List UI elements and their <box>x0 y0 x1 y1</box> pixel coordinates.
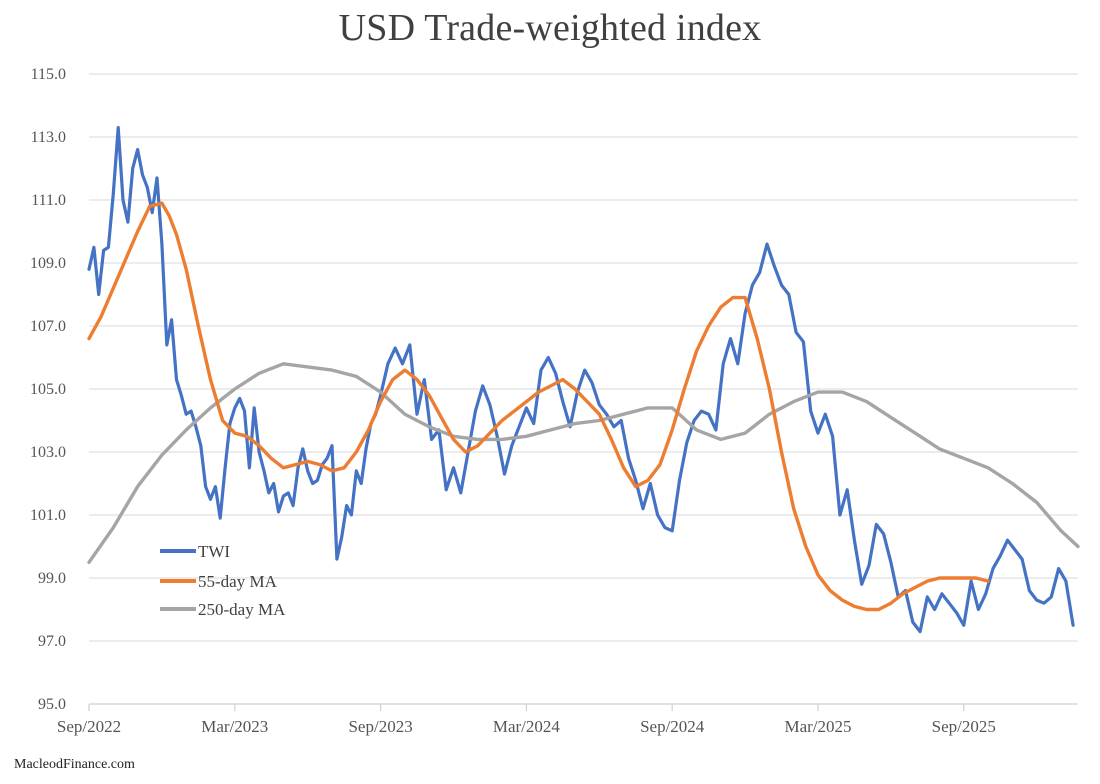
x-tick-label: Sep/2023 <box>348 717 412 736</box>
source-credit: MacleodFinance.com <box>14 757 135 772</box>
y-tick-label: 101.0 <box>30 507 66 524</box>
y-tick-label: 107.0 <box>30 318 66 335</box>
x-tick-label: Sep/2022 <box>57 717 121 736</box>
y-tick-label: 115.0 <box>31 66 66 83</box>
x-tick-label: Sep/2024 <box>640 717 705 736</box>
x-tick-label: Sep/2025 <box>932 717 996 736</box>
chart-title: USD Trade-weighted index <box>338 7 762 49</box>
legend-label-55-day-ma: 55-day MA <box>198 572 278 591</box>
y-tick-label: 95.0 <box>38 696 66 713</box>
y-tick-label: 105.0 <box>30 381 66 398</box>
series-lines <box>87 125 1080 634</box>
y-tick-label: 97.0 <box>38 633 66 650</box>
series-line-250-day-ma <box>87 362 1080 564</box>
legend-label-twi: TWI <box>198 542 230 561</box>
y-tick-label: 111.0 <box>31 192 66 209</box>
y-tick-label: 113.0 <box>31 129 66 146</box>
y-tick-label: 99.0 <box>38 570 66 587</box>
series-line-twi <box>87 125 1075 634</box>
gridlines <box>89 73 1078 705</box>
legend-label-250-day-ma: 250-day MA <box>198 600 286 619</box>
x-tick-label: Mar/2025 <box>784 717 851 736</box>
x-tick-label: Mar/2024 <box>493 717 561 736</box>
y-tick-label: 103.0 <box>30 444 66 461</box>
x-tick-label: Mar/2023 <box>201 717 268 736</box>
legend: TWI 55-day MA 250-day MA <box>160 542 286 619</box>
y-tick-label: 109.0 <box>30 255 66 272</box>
x-axis-ticks: Sep/2022 Mar/2023 Sep/2023 Mar/2024 Sep/2024… <box>57 704 996 736</box>
y-axis-ticks: 95.0 97.0 99.0 101.0 103.0 105.0 107.0 109.0 111… <box>30 66 66 713</box>
series-line-55-day-ma <box>87 201 990 612</box>
